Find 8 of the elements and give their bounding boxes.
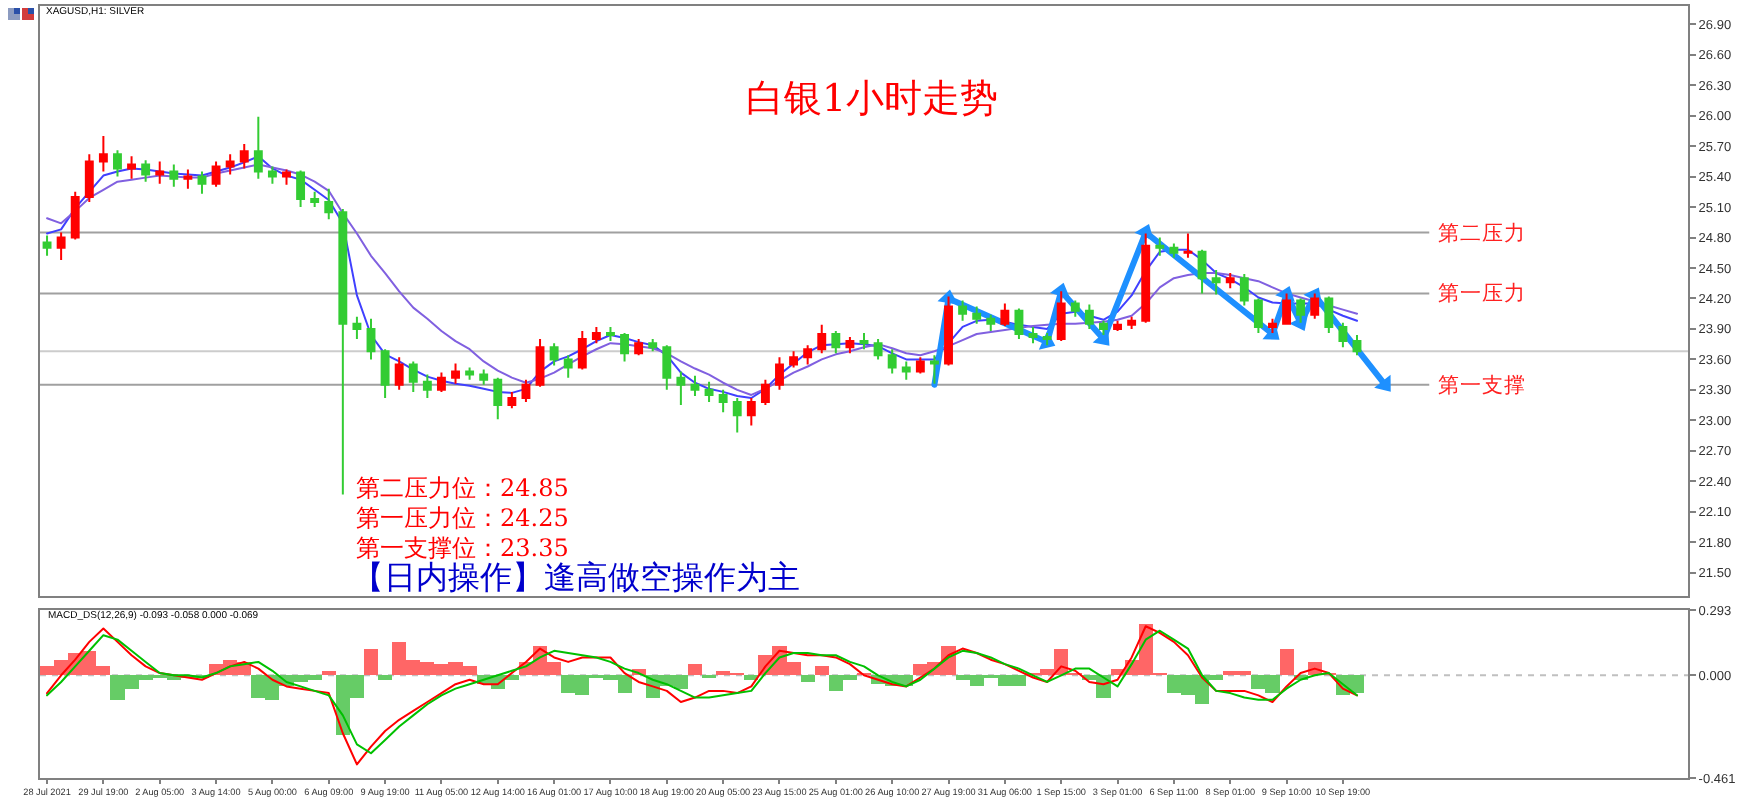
annotation: 【日内操作】逢高做空操作为主 [352, 558, 800, 596]
annotation: 第一压力位：24.25 [356, 504, 569, 532]
ref-line-label: 第一压力 [1438, 280, 1526, 306]
annotation: 第一支撑位：23.35 [356, 534, 569, 562]
ref-line-label: 第一支撑 [1438, 372, 1526, 398]
annotation: 第二压力位：24.85 [356, 474, 569, 502]
text: 白银1小时走势 [745, 77, 999, 122]
ref-line-label: 第二压力 [1438, 220, 1526, 246]
